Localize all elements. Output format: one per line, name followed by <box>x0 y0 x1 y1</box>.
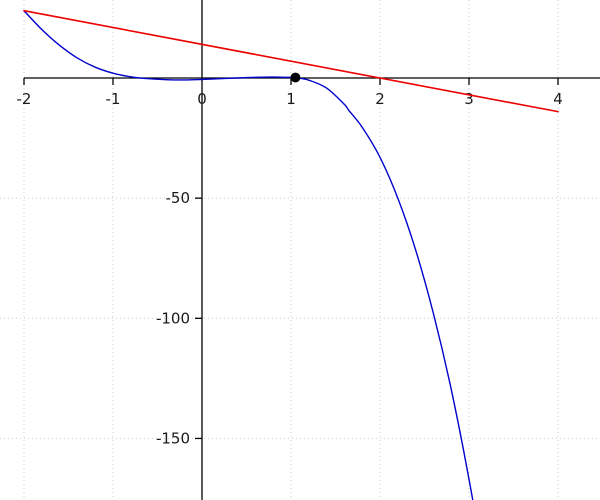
x-tick-label-1: -1 <box>106 90 121 108</box>
x-tick-label-5: 3 <box>464 90 474 108</box>
x-tick-label-6: 4 <box>553 90 563 108</box>
x-tick-label-0: -2 <box>17 90 32 108</box>
series-tangent-line <box>23 9 559 113</box>
series-curve <box>23 10 474 500</box>
data-series <box>23 9 559 500</box>
x-tick-label-2: 0 <box>197 90 207 108</box>
axis-ticks <box>23 78 559 440</box>
axis-tick-labels: -2 -1 0 1 2 3 4 -50 -100 -150 <box>17 90 563 447</box>
y-tick-label-2: -150 <box>156 429 190 447</box>
y-tick-label-0: -50 <box>166 189 191 207</box>
data-points <box>290 72 301 83</box>
x-tick-label-4: 2 <box>375 90 385 108</box>
axes <box>24 0 600 500</box>
tangency-point <box>290 72 301 83</box>
x-tick-label-3: 1 <box>286 90 296 108</box>
y-tick-label-1: -100 <box>156 309 190 327</box>
